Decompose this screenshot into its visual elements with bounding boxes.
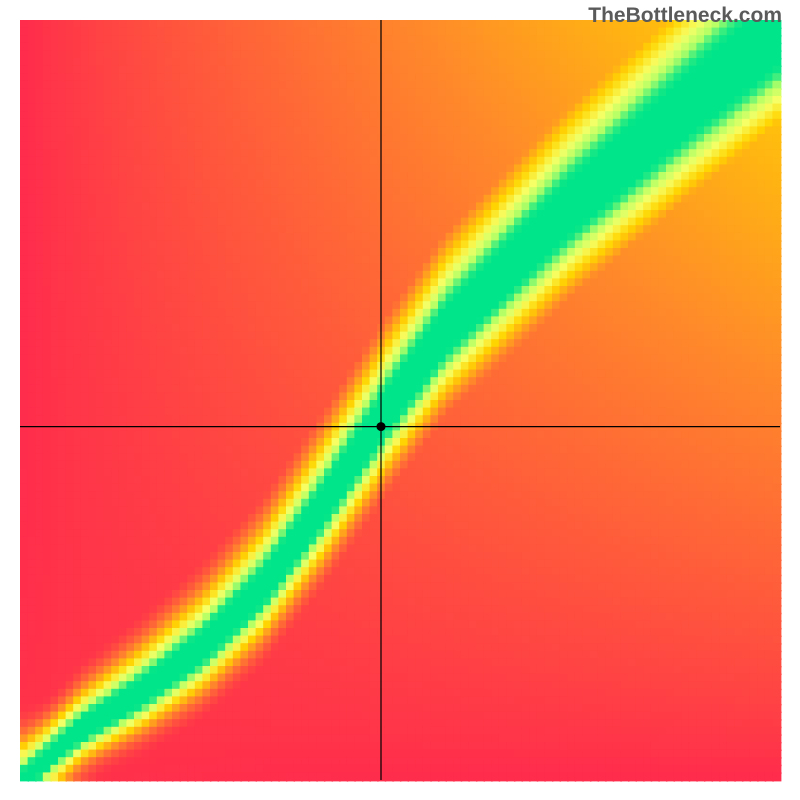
watermark-text: TheBottleneck.com	[588, 4, 782, 28]
bottleneck-heatmap	[0, 0, 800, 800]
chart-container: TheBottleneck.com	[0, 0, 800, 800]
